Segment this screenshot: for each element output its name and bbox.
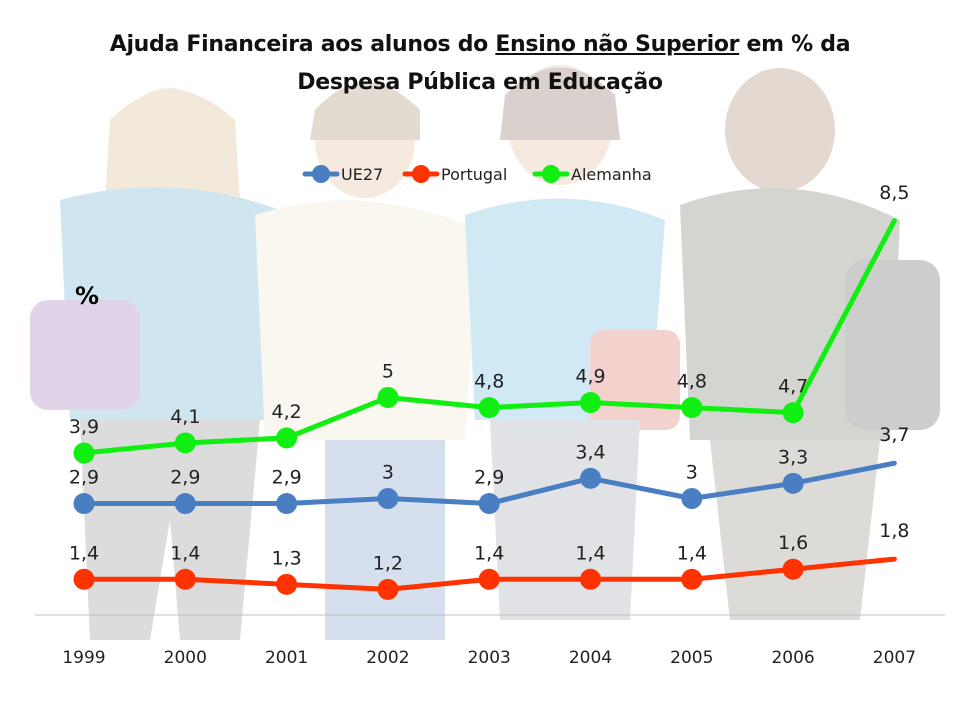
data-label: 1,6 <box>778 532 808 554</box>
data-label: 1,4 <box>474 542 504 564</box>
legend-marker <box>542 165 560 183</box>
x-tick-label: 2006 <box>771 648 814 668</box>
data-label: 8,5 <box>879 182 909 204</box>
title-underlined: Ensino não Superior <box>495 32 740 57</box>
data-point <box>478 493 500 515</box>
x-axis-ticks: 1999 2000 2001 2002 2003 2004 2005 2006 2007 <box>62 648 916 668</box>
series-portugal: 1,4 1,4 1,3 1,2 1,4 1,4 1,4 1,6 1,8 <box>69 520 910 600</box>
data-label: 4,8 <box>474 371 504 393</box>
x-tick-label: 2002 <box>366 648 409 668</box>
data-point <box>377 578 399 600</box>
x-tick-label: 2003 <box>468 648 511 668</box>
data-point <box>174 493 196 515</box>
data-label: 2,9 <box>271 467 301 489</box>
data-point <box>782 402 804 424</box>
data-point <box>782 472 804 494</box>
data-point <box>681 568 703 590</box>
legend: UE27 Portugal Alemanha <box>302 165 652 184</box>
data-point <box>73 568 95 590</box>
series-layer: 2,9 2,9 2,9 3 2,93,433,33,71,4 1,4 1,3 1,2 1,4 1,… <box>69 182 910 600</box>
data-label: 4,7 <box>778 376 808 398</box>
data-label: 2,9 <box>69 467 99 489</box>
data-label: 3,9 <box>69 416 99 438</box>
x-tick-label: 1999 <box>62 648 105 668</box>
data-point <box>73 442 95 464</box>
data-label: 4,9 <box>575 366 605 388</box>
data-point <box>478 397 500 419</box>
data-label: 2,9 <box>170 467 200 489</box>
data-point <box>681 397 703 419</box>
data-point <box>580 467 601 489</box>
data-point <box>276 427 298 449</box>
data-label: 5 <box>382 361 394 383</box>
x-tick-label: 2007 <box>873 648 916 668</box>
data-label: 3,7 <box>879 424 909 446</box>
x-tick-label: 2004 <box>569 648 612 668</box>
title-before: Ajuda Financeira aos alunos do <box>109 32 496 57</box>
data-point <box>73 493 95 515</box>
data-label: 2,9 <box>474 467 504 489</box>
data-label: 1,2 <box>373 552 403 574</box>
data-point <box>276 493 298 515</box>
legend-label: Portugal <box>441 165 507 184</box>
legend-item-ue27: UE27 <box>302 165 383 184</box>
data-point <box>174 568 196 590</box>
x-tick-label: 2005 <box>670 648 713 668</box>
data-label: 4,8 <box>677 371 707 393</box>
data-point <box>377 488 399 509</box>
data-point <box>174 432 196 454</box>
data-label: 4,2 <box>271 401 301 423</box>
data-point <box>580 568 601 590</box>
legend-label: Alemanha <box>571 165 652 184</box>
data-point <box>782 558 804 580</box>
data-label: 1,4 <box>170 542 200 564</box>
data-point <box>681 488 703 509</box>
legend-item-portugal: Portugal <box>402 165 507 184</box>
legend-marker <box>412 165 430 183</box>
series-ue27: 2,9 2,9 2,9 3 2,9 3,4 3 3,3 3,7 <box>69 424 910 515</box>
data-label: 1,4 <box>677 542 707 564</box>
data-label: 3 <box>686 462 698 484</box>
chart-title-line-1: Ajuda Financeira aos alunos do Ensino nã… <box>0 32 960 57</box>
data-label: 4,1 <box>170 406 200 428</box>
legend-item-alemanha: Alemanha <box>532 165 652 184</box>
data-label: 1,8 <box>879 520 909 542</box>
data-label: 1,3 <box>271 547 301 569</box>
data-label: 3,3 <box>778 446 808 468</box>
y-axis-unit-label: % <box>75 282 100 310</box>
series-alemanha: 3,9 4,1 4,2 5 4,8 4,9 4,8 4,7 8,5 <box>69 182 910 464</box>
data-label: 1,4 <box>575 542 605 564</box>
series-line-alemanha <box>81 218 897 456</box>
data-label: 3,4 <box>575 441 605 463</box>
legend-marker <box>312 165 330 183</box>
chart-title-line-2: Despesa Pública em Educação <box>297 70 663 95</box>
title-after: em % da <box>739 32 851 57</box>
data-label: 3 <box>382 462 394 484</box>
legend-label: UE27 <box>341 165 383 184</box>
data-point <box>580 392 601 414</box>
data-label: 1,4 <box>69 542 99 564</box>
data-point <box>276 573 298 595</box>
x-tick-label: 2000 <box>164 648 207 668</box>
data-point <box>377 387 399 408</box>
x-tick-label: 2001 <box>265 648 308 668</box>
data-point <box>478 568 500 590</box>
